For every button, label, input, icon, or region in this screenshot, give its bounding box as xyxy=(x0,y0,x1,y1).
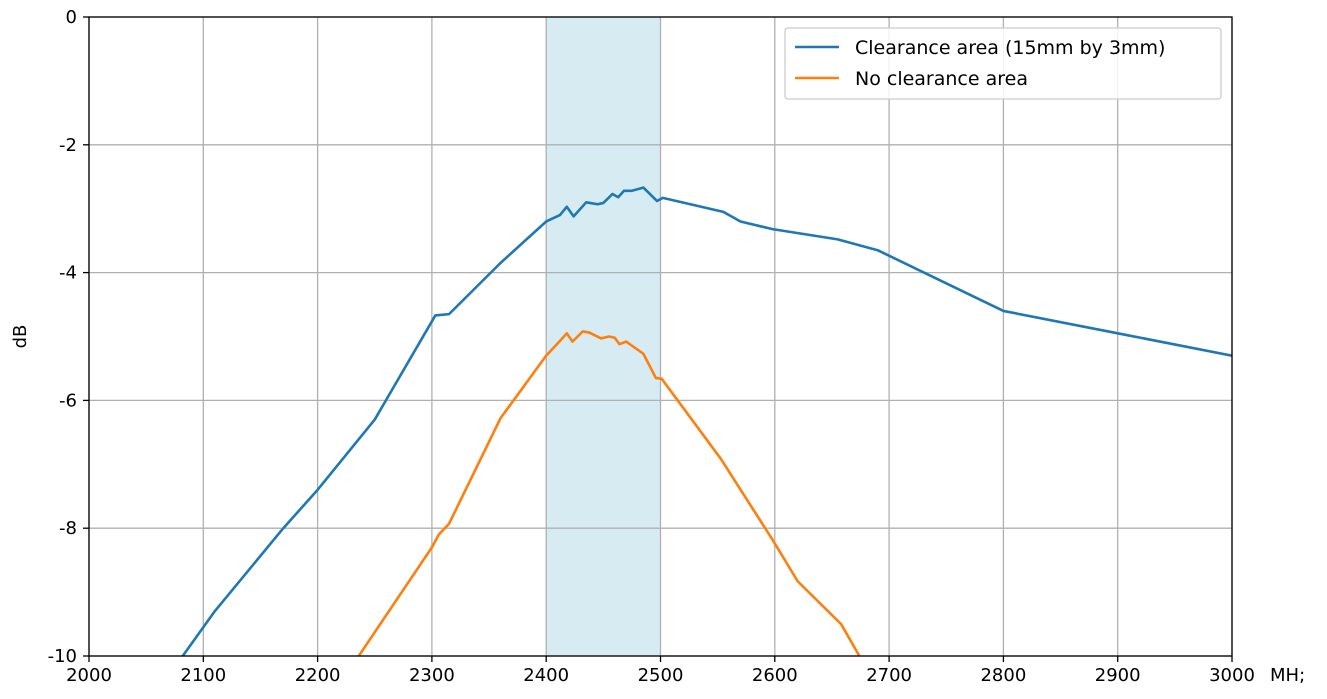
y-tick-label: -10 xyxy=(48,646,77,667)
y-tick-label: 0 xyxy=(66,7,77,28)
y-tick-label: -6 xyxy=(59,390,77,411)
legend-box xyxy=(784,27,1222,100)
series-line-2 xyxy=(357,330,861,656)
legend: Clearance area (15mm by 3mm) No clearance… xyxy=(784,27,1222,100)
x-tick-label: 2400 xyxy=(523,665,569,686)
series-line-1 xyxy=(181,186,1232,656)
x-tick-label: 2800 xyxy=(980,665,1026,686)
legend-label-1: Clearance area (15mm by 3mm) xyxy=(855,37,1165,59)
x-tick-label: 2600 xyxy=(752,665,798,686)
x-tick-label: 2900 xyxy=(1095,665,1141,686)
x-tick-label: 2000 xyxy=(66,665,112,686)
y-tick-label: -8 xyxy=(59,518,77,539)
x-tick-label: 2100 xyxy=(180,665,226,686)
x-tick-label: 2200 xyxy=(295,665,341,686)
x-axis-unit-label: MH; xyxy=(1270,665,1305,686)
x-tick-label: 2700 xyxy=(866,665,912,686)
x-tick-label: 2500 xyxy=(638,665,684,686)
x-tick-label: 3000 xyxy=(1209,665,1255,686)
legend-label-2: No clearance area xyxy=(855,68,1028,90)
y-tick-label: -2 xyxy=(59,135,77,156)
y-axis-label: dB xyxy=(10,325,31,349)
y-tick-label: -4 xyxy=(59,263,77,284)
x-tick-label: 2300 xyxy=(409,665,455,686)
